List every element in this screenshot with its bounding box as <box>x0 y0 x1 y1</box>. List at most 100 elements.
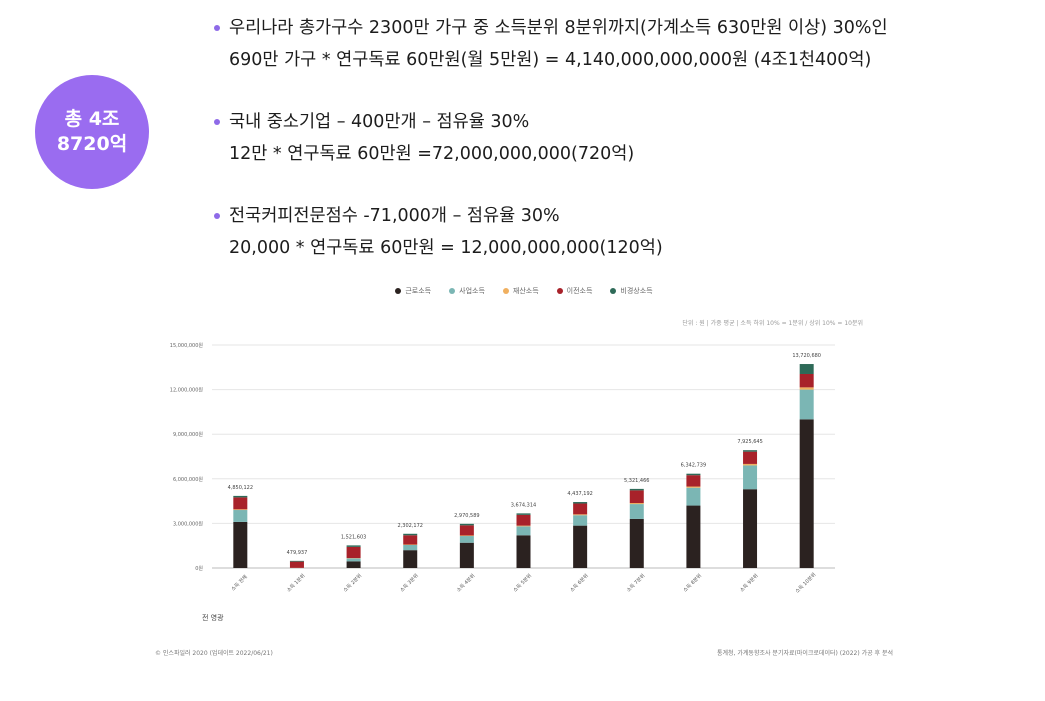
bar-segment <box>459 525 474 536</box>
badge-line-2: 8720억 <box>56 133 128 155</box>
x-tick-label: 소득 2분위 <box>342 572 363 593</box>
chart-source: 통계청, 가계동향조사 분기자료(마이크로데이터) (2022) 가공 후 분석 <box>717 650 893 657</box>
legend-label: 재산소득 <box>512 287 539 295</box>
bar-segment <box>346 561 361 568</box>
y-tick-label: 12,000,000원 <box>170 387 204 394</box>
bar-total-label: 6,342,739 <box>681 463 706 469</box>
chart-legend: 근로소득 사업소득 재산소득 이전소득 비경상소득 <box>155 286 893 296</box>
badge-line-1: 총 4조 <box>64 108 120 130</box>
bar-segment <box>573 514 588 516</box>
bar-segment <box>686 487 701 506</box>
x-tick-label: 소득 9분위 <box>738 572 759 593</box>
x-tick-label: 소득 3분위 <box>398 572 419 593</box>
legend-label: 근로소득 <box>405 287 432 295</box>
bar-segment <box>233 521 248 568</box>
bullet-line: 12만 * 연구독료 60만원 =72,000,000,000(720억) <box>229 144 635 164</box>
bullet-dot-icon <box>214 213 220 219</box>
x-tick-label: 소득 10분위 <box>794 571 818 595</box>
legend-swatch <box>556 288 563 294</box>
bar-segment <box>629 488 644 491</box>
x-tick-label: 소득 4분위 <box>455 572 476 593</box>
bar-segment <box>459 536 474 543</box>
y-tick-label: 0원 <box>195 565 203 572</box>
legend-swatch <box>502 288 509 294</box>
bar-segment <box>799 419 814 568</box>
bullet-item-sme: 국내 중소기업 – 400만개 – 점유율 30% 12만 * 연구독료 60만… <box>213 106 1033 170</box>
bar-segment <box>573 502 588 504</box>
legend-label: 사업소득 <box>459 287 485 295</box>
bar-segment <box>233 509 248 511</box>
bar-total-label: 2,970,589 <box>454 513 479 519</box>
bar-segment <box>233 510 248 522</box>
y-tick-label: 6,000,000원 <box>173 476 203 483</box>
bar-total-label: 4,850,122 <box>228 485 253 491</box>
bullet-line: 전국커피전문점수 -71,000개 – 점유율 30% <box>229 206 560 226</box>
legend-label: 비경상소득 <box>620 287 653 295</box>
x-tick-label: 소득 1분위 <box>285 572 306 593</box>
bar-segment <box>799 387 814 390</box>
legend-swatch <box>395 288 402 294</box>
bar-segment <box>346 558 361 562</box>
x-tick-label: 소득 7분위 <box>625 572 646 593</box>
bar-segment <box>573 503 588 515</box>
chart-plot: 0원 3,000,000원 6,000,000원 9,000,000원 12,000,0… <box>170 342 835 595</box>
bar-total-label: 4,437,192 <box>567 491 592 497</box>
bullet-list: 우리나라 총가구수 2300만 가구 중 소득분위 8분위까지(가계소득 630… <box>213 12 1033 264</box>
chart-note: 단위 : 원 | 가중 평균 | 소득 하위 10% = 1분위 / 상위 10… <box>682 320 863 327</box>
legend-item: 근로소득 <box>395 286 431 296</box>
bar-segment <box>629 490 644 504</box>
bar-segment <box>629 503 644 505</box>
bar-segment <box>516 525 531 527</box>
total-badge: 총 4조 8720억 <box>35 75 149 189</box>
bullet-line: 690만 가구 * 연구독료 60만원(월 5만원) = 4,140,000,0… <box>229 50 872 70</box>
chart-copyright: © 인스파일러 2020 (업데이트 2022/06/21) <box>155 650 273 657</box>
bar-segment <box>289 560 304 562</box>
bar-segment <box>459 535 474 537</box>
legend-item: 이전소득 <box>556 286 592 296</box>
bar-segment <box>686 505 701 568</box>
bar-segment <box>346 546 361 559</box>
bullet-item-households: 우리나라 총가구수 2300만 가구 중 소득분위 8분위까지(가계소득 630… <box>213 12 1033 76</box>
bar-segment <box>573 515 588 526</box>
bar-segment <box>516 513 531 515</box>
bullet-line: 20,000 * 연구독료 60만원 = 12,000,000,000(120억… <box>229 238 663 258</box>
bullet-line: 우리나라 총가구수 2300만 가구 중 소득분위 8분위까지(가계소득 630… <box>229 18 888 38</box>
y-tick-label: 3,000,000원 <box>173 520 203 527</box>
bar-total-label: 13,720,680 <box>792 353 821 359</box>
bar-segment <box>516 535 531 568</box>
legend-swatch <box>449 288 456 294</box>
bar-segment <box>403 550 418 568</box>
bar-segment <box>686 486 701 488</box>
bar-total-label: 1,521,603 <box>341 534 366 540</box>
x-tick-label: 소득 전체 <box>230 573 249 592</box>
bar-segment <box>743 465 758 490</box>
bar-segment <box>233 495 248 498</box>
bar-total-label: 5,321,466 <box>624 478 649 484</box>
bar-segment <box>403 544 418 551</box>
bar-segment <box>233 497 248 510</box>
income-chart: 근로소득 사업소득 재산소득 이전소득 비경상소득 단위 : 원 | 가중 평균… <box>155 282 893 660</box>
bar-segment <box>516 526 531 536</box>
bar-segment <box>289 561 304 568</box>
bar-total-label: 2,302,172 <box>398 523 423 529</box>
bar-segment <box>799 373 814 388</box>
bar-segment <box>573 525 588 568</box>
bar-total-label: 7,925,645 <box>737 439 762 445</box>
bar-segment <box>799 389 814 420</box>
bar-segment <box>743 463 758 466</box>
x-axis-unit: 전 영광 <box>202 614 224 622</box>
bar-segment <box>743 450 758 452</box>
bar-segment <box>403 535 418 545</box>
bullet-dot-icon <box>214 119 220 125</box>
bar-segment <box>629 504 644 519</box>
x-tick-label: 소득 5분위 <box>512 572 533 593</box>
legend-swatch <box>610 288 617 294</box>
bullet-item-coffee: 전국커피전문점수 -71,000개 – 점유율 30% 20,000 * 연구독… <box>213 200 1033 264</box>
bar-total-label: 479,937 <box>287 550 308 556</box>
bar-segment <box>686 473 701 476</box>
x-tick-label: 소득 8분위 <box>682 572 703 593</box>
bar-segment <box>629 518 644 568</box>
bar-segment <box>516 514 531 526</box>
bullet-line: 국내 중소기업 – 400만개 – 점유율 30% <box>229 112 530 132</box>
legend-item: 재산소득 <box>502 286 539 296</box>
